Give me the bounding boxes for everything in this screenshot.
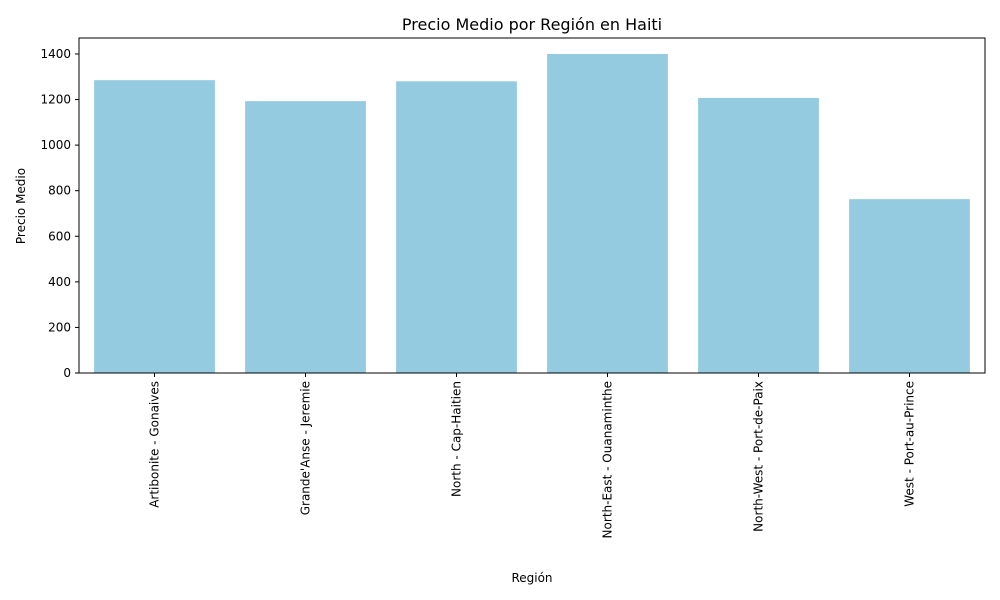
x-tick-label: North-West - Port-de-Paix (752, 381, 766, 532)
x-tick-label: North-East - Ouanaminthe (601, 381, 615, 538)
y-tick-label: 200 (48, 320, 71, 334)
y-tick-label: 400 (48, 275, 71, 289)
x-tick-label: North - Cap-Haitien (450, 381, 464, 497)
y-tick-label: 1200 (40, 93, 71, 107)
y-tick-label: 800 (48, 184, 71, 198)
y-tick-label: 600 (48, 229, 71, 243)
bar-3 (396, 81, 517, 373)
x-tick-label: West - Port-au-Prince (903, 381, 917, 507)
x-axis-label: Región (511, 571, 552, 585)
y-axis-ticks: 0 200 400 600 800 1000 1200 1400 (40, 47, 79, 380)
chart-title: Precio Medio por Región en Haiti (402, 15, 662, 34)
y-axis-label: Precio Medio (14, 168, 28, 244)
y-tick-label: 1400 (40, 47, 71, 61)
bar-2 (245, 101, 366, 373)
x-tick-label: Artibonite - Gonaives (148, 381, 162, 508)
bar-5 (698, 97, 819, 374)
bar-6 (849, 199, 970, 373)
bar-4 (547, 53, 668, 373)
x-tick-label: Grande'Anse - Jeremie (299, 381, 313, 515)
bars-group (94, 53, 970, 374)
y-tick-label: 1000 (40, 138, 71, 152)
y-tick-label: 0 (63, 366, 71, 380)
x-axis-ticks: Artibonite - Gonaives Grande'Anse - Jerem… (148, 373, 917, 538)
bar-1 (94, 80, 215, 374)
plot-area-frame (78, 37, 986, 374)
